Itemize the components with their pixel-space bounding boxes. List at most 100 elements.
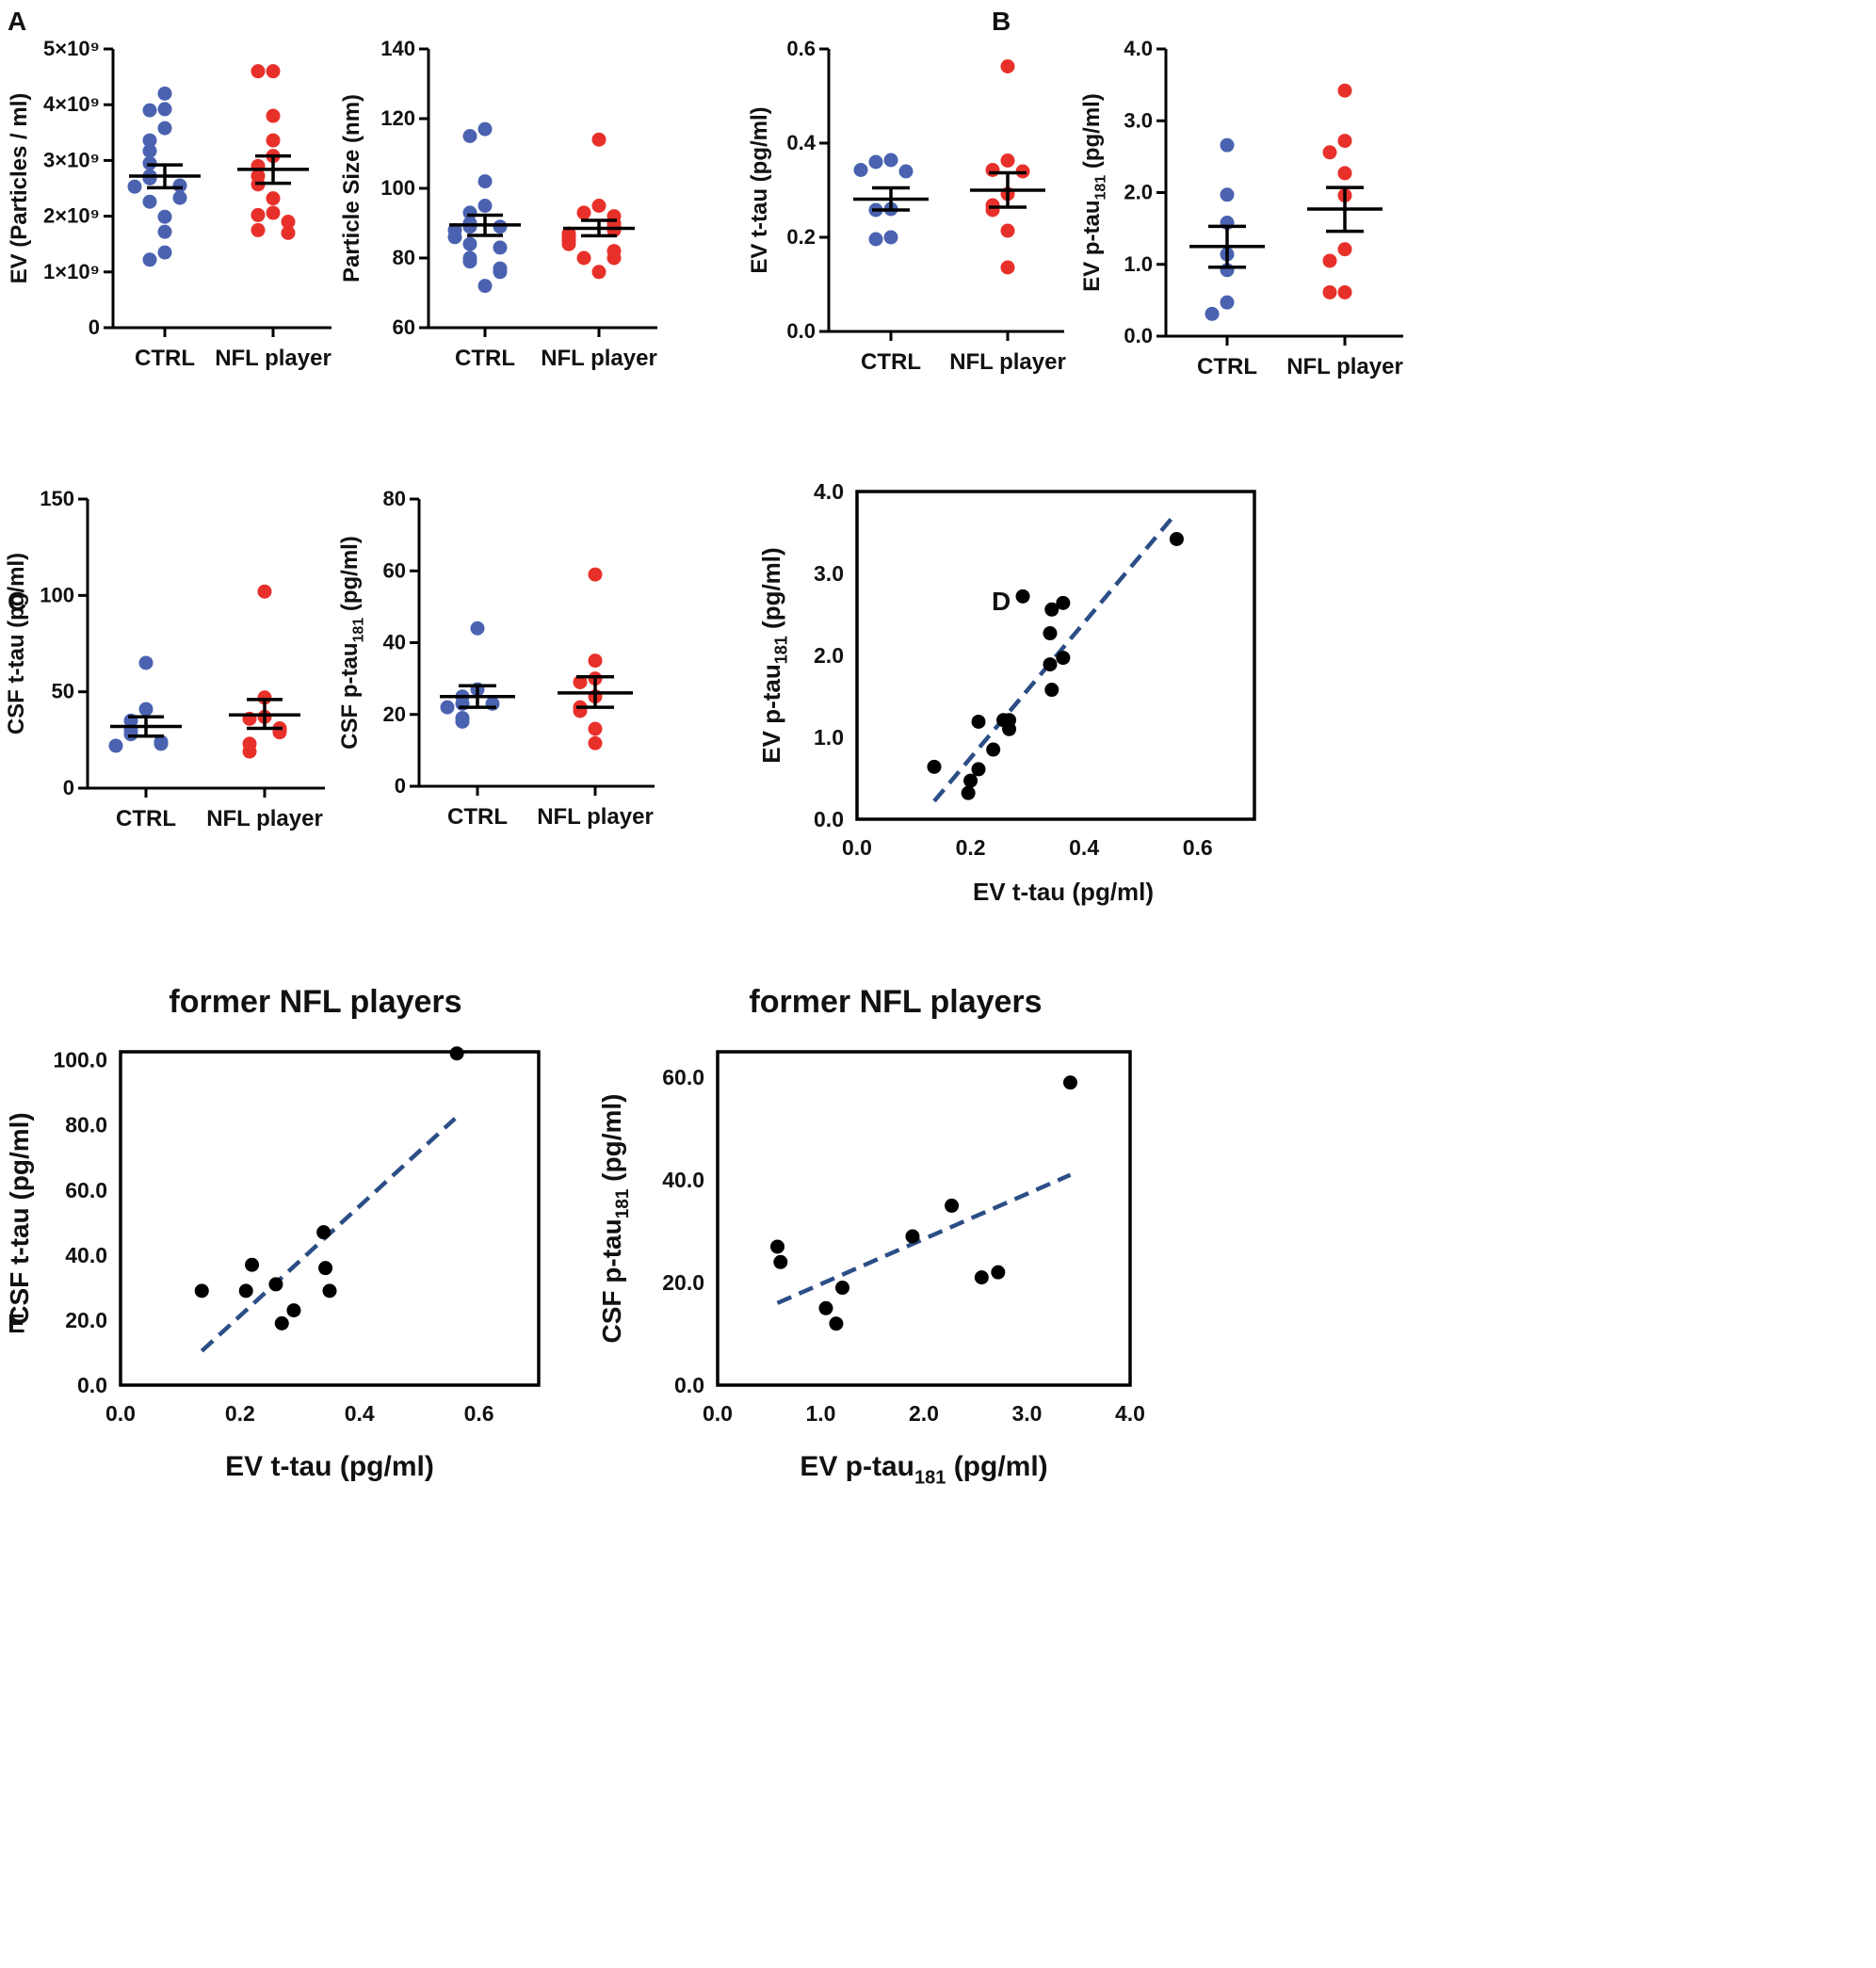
data-point — [974, 1270, 989, 1285]
data-point — [770, 1239, 785, 1254]
y-tick-label: 4.0 — [814, 479, 844, 504]
data-point — [251, 64, 266, 79]
x-tick-label: 2.0 — [909, 1401, 939, 1426]
data-point — [251, 222, 266, 237]
data-point — [455, 714, 470, 729]
data-point — [1000, 153, 1015, 168]
data-point — [142, 170, 157, 186]
data-point — [194, 1283, 209, 1299]
y-axis-title: EV t-tau (pg/ml) — [747, 106, 772, 273]
data-point — [588, 735, 603, 750]
series-ctrl — [447, 121, 521, 294]
data-point — [591, 132, 606, 147]
y-axis-title: EV (Particles / ml) — [7, 93, 32, 284]
data-point — [1043, 657, 1058, 672]
data-point — [1337, 284, 1352, 299]
x-axis-title: EV p-tau181 (pg/ml) — [800, 1451, 1047, 1488]
data-point — [470, 621, 485, 636]
x-tick-label: NFL player — [537, 804, 654, 830]
data-point — [157, 121, 172, 136]
data-point — [245, 1257, 260, 1272]
y-tick-label: 60.0 — [65, 1178, 107, 1202]
x-tick-label: CTRL — [135, 346, 195, 371]
y-tick-label: 140 — [380, 37, 415, 60]
data-point — [447, 230, 462, 245]
y-tick-label: 60 — [383, 558, 406, 582]
series-ctrl — [1189, 137, 1265, 321]
data-point — [561, 236, 576, 251]
y-tick-label: 20.0 — [65, 1308, 107, 1332]
data-point — [573, 674, 588, 689]
data-point — [1044, 602, 1059, 617]
dot-plot-C1: 0 50 100 150 CTRL NFL player CSF t-tau (pg/ml) — [4, 487, 325, 831]
plot-frame — [716, 1050, 1132, 1387]
x-tick-label: CTRL — [861, 349, 921, 375]
y-tick-label: 0.0 — [814, 807, 844, 831]
data-point — [1056, 651, 1071, 666]
data-point — [961, 785, 976, 800]
data-point — [266, 191, 281, 206]
data-point — [493, 265, 508, 280]
y-axis-title: CSF t-tau (pg/ml) — [5, 1112, 34, 1325]
data-point — [985, 202, 1000, 218]
x-tick-label: CTRL — [116, 806, 176, 831]
data-point — [829, 1316, 844, 1331]
x-tick-label: NFL player — [949, 349, 1066, 375]
x-tick-label: NFL player — [206, 806, 323, 831]
data-point — [281, 225, 296, 240]
data-point — [266, 133, 281, 148]
data-point — [142, 103, 157, 118]
x-axis-title: EV t-tau (pg/ml) — [973, 878, 1154, 906]
data-point — [157, 86, 172, 101]
data-point — [883, 230, 898, 245]
y-tick-label: 0 — [395, 774, 406, 798]
regression-line — [932, 512, 1177, 803]
data-point — [1056, 595, 1071, 610]
panel-label-e: E — [8, 1309, 25, 1338]
data-point — [971, 762, 986, 777]
series-nfl-player — [229, 584, 300, 759]
data-point — [1322, 284, 1337, 299]
data-point — [142, 155, 157, 170]
data-point — [834, 1281, 849, 1296]
y-tick-label: 20.0 — [662, 1270, 704, 1295]
data-point — [1220, 187, 1235, 202]
series-ctrl — [440, 621, 515, 729]
y-tick-label: 80 — [393, 246, 415, 269]
data-point — [477, 174, 493, 189]
data-point — [1337, 134, 1352, 149]
data-point — [773, 1254, 788, 1269]
x-tick-label: CTRL — [455, 346, 515, 371]
x-tick-label: 0.0 — [105, 1401, 136, 1426]
data-point — [868, 154, 883, 169]
x-tick-label: 0.2 — [956, 835, 986, 860]
scatter-plot-E2: 0.0 1.0 2.0 3.0 4.0 0.0 20.0 40.0 60.0 former NFL… — [597, 984, 1145, 1488]
data-point — [281, 215, 296, 230]
data-point — [1337, 166, 1352, 181]
data-point — [266, 64, 281, 79]
data-point — [318, 1261, 333, 1276]
series-nfl-player — [561, 132, 635, 280]
data-point — [462, 219, 477, 234]
data-point — [868, 232, 883, 247]
data-point — [588, 567, 603, 582]
series-nfl-player — [558, 567, 633, 750]
y-axis-title: EV p-tau181 (pg/ml) — [1079, 93, 1109, 292]
chart-title: former NFL players — [749, 984, 1042, 1020]
dot-plot-B1: 0.0 0.2 0.4 0.6 CTRL NFL player EV t-tau (pg/m… — [747, 37, 1066, 375]
data-point — [576, 205, 591, 220]
y-tick-label: 120 — [380, 106, 415, 130]
series-ctrl — [853, 153, 929, 247]
y-tick-label: 1×10⁹ — [43, 260, 100, 283]
y-tick-label: 3×10⁹ — [43, 148, 100, 171]
y-tick-label: 40.0 — [662, 1168, 704, 1192]
data-point — [286, 1303, 301, 1318]
y-tick-label: 2.0 — [1124, 181, 1153, 204]
y-tick-label: 0 — [89, 315, 100, 339]
data-point — [242, 744, 257, 759]
data-point — [477, 121, 493, 137]
y-tick-label: 60 — [393, 315, 415, 339]
data-point — [606, 250, 622, 266]
data-point — [1015, 589, 1030, 604]
data-point — [142, 252, 157, 267]
